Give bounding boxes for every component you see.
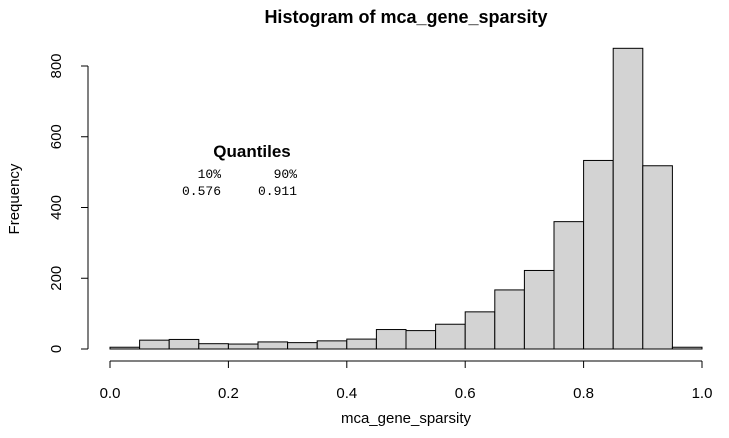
quantiles-annotation: Quantiles 10% 90% 0.576 0.911 — [182, 142, 297, 199]
histogram-bar — [405, 330, 437, 350]
histogram-bar — [198, 343, 229, 350]
histogram-bar — [612, 47, 644, 350]
x-axis-ticks: 0.0 0.2 0.4 0.6 0.8 1.0 — [100, 361, 713, 402]
histogram-bar — [523, 269, 555, 350]
histogram-bar — [642, 165, 673, 350]
y-tick-label: 800 — [48, 53, 65, 78]
histogram-bar — [494, 289, 525, 350]
y-tick-label: 600 — [48, 124, 65, 149]
quantile-header-10: 10% — [198, 167, 222, 182]
histogram-bar — [257, 341, 289, 350]
histogram-bar — [316, 340, 348, 350]
bars-group — [109, 47, 703, 350]
histogram-bar — [553, 221, 585, 350]
histogram-bar — [139, 339, 170, 350]
y-axis-label: Frequency — [6, 163, 23, 234]
y-axis-ticks: 0 200 400 600 800 — [48, 53, 88, 353]
x-tick-label: 1.0 — [692, 385, 713, 402]
histogram-bar — [375, 329, 407, 350]
histogram-bar — [464, 311, 496, 350]
x-tick-label: 0.6 — [455, 385, 476, 402]
histogram-bar — [346, 338, 377, 350]
histogram-bar — [287, 342, 318, 350]
quantile-value-90: 0.911 — [258, 184, 297, 199]
histogram-bar — [109, 346, 141, 350]
x-tick-label: 0.4 — [336, 385, 357, 402]
chart-title: Histogram of mca_gene_sparsity — [264, 7, 547, 27]
quantile-value-10: 0.576 — [182, 184, 221, 199]
y-tick-label: 400 — [48, 195, 65, 220]
y-tick-label: 200 — [48, 266, 65, 291]
histogram-bar — [671, 346, 703, 350]
quantiles-title: Quantiles — [213, 142, 290, 161]
histogram-bar — [435, 323, 466, 350]
x-tick-label: 0.2 — [218, 385, 239, 402]
histogram-bar — [168, 338, 200, 350]
x-axis-label: mca_gene_sparsity — [341, 410, 472, 427]
x-tick-label: 0.0 — [100, 385, 121, 402]
histogram-bar — [583, 159, 614, 350]
y-tick-label: 0 — [48, 345, 65, 353]
x-tick-label: 0.8 — [573, 385, 594, 402]
quantile-header-90: 90% — [274, 167, 298, 182]
histogram-bar — [227, 343, 259, 350]
